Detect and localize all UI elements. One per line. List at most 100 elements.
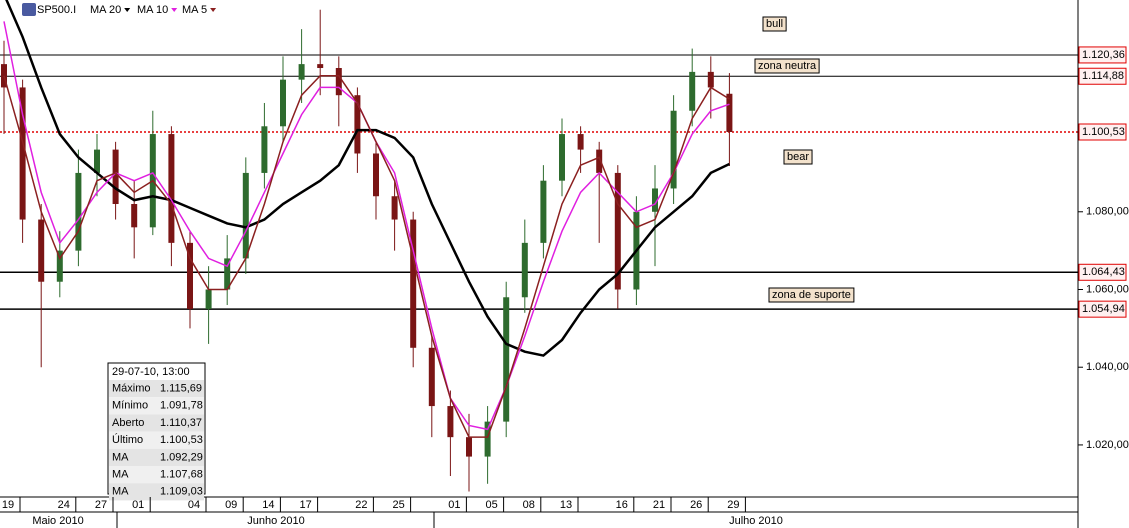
candle-body — [428, 347, 435, 407]
candle-body — [484, 421, 491, 457]
x-tick-label: 01 — [132, 499, 144, 511]
candle-body — [168, 134, 175, 243]
zone-label: bear — [787, 151, 809, 163]
indicator[interactable]: MA 5 — [182, 4, 207, 16]
candle-body — [521, 242, 528, 298]
zone-box — [768, 287, 855, 303]
candle-body — [689, 71, 696, 111]
info-row — [109, 380, 204, 398]
info-title: 29-07-10, 13:00 — [112, 366, 190, 378]
info-value: 1.109,03 — [160, 486, 203, 498]
candle-body — [75, 172, 82, 251]
info-box: 29-07-10, 13:00 Máximo 1.115,69 Mínimo 1.091… — [107, 362, 206, 501]
x-tick-label: 01 — [448, 499, 460, 511]
x-tick-label: 16 — [616, 499, 628, 511]
info-row — [109, 448, 204, 466]
candle-body — [707, 71, 714, 88]
price-tag-label: 1.120,36 — [1082, 49, 1125, 61]
x-tick-label: 13 — [560, 499, 572, 511]
info-value: 1.091,78 — [160, 400, 203, 412]
info-label: Aberto — [112, 417, 144, 429]
info-label: Mínimo — [112, 400, 148, 412]
candle-body — [614, 172, 621, 290]
x-tick-label: 26 — [690, 499, 702, 511]
price-tag-label: 1.100,53 — [1082, 126, 1125, 138]
zone-label: bull — [766, 18, 783, 30]
price-tag — [1078, 123, 1127, 141]
candle-body — [596, 149, 603, 173]
x-tick-label: 19 — [2, 499, 14, 511]
x-tick-label: 17 — [299, 499, 311, 511]
x-tick-label: 09 — [225, 499, 237, 511]
candle-body — [335, 68, 342, 96]
x-tick-label: 04 — [188, 499, 200, 511]
candle-body — [242, 172, 249, 259]
price-tag — [1078, 46, 1127, 64]
x-tick-label: 05 — [485, 499, 497, 511]
candle-body — [187, 242, 193, 309]
indicator[interactable]: MA 20 — [90, 4, 121, 16]
x-tick-label: 21 — [653, 499, 665, 511]
candle-body — [559, 134, 565, 181]
x-tick-label: 27 — [95, 499, 107, 511]
candle-body — [94, 149, 100, 173]
x-tick-label: 24 — [58, 499, 70, 511]
candle-body — [19, 87, 26, 220]
candle-body — [447, 406, 454, 438]
candle-body — [280, 79, 286, 127]
month-label: Julho 2010 — [729, 515, 783, 527]
candle-body — [410, 219, 417, 348]
price-tag — [1078, 300, 1127, 318]
info-label: MA — [112, 451, 129, 463]
candle-body — [354, 95, 361, 154]
candle-body — [726, 93, 733, 133]
candle-body — [317, 64, 324, 69]
ma-line — [5, 0, 730, 357]
candle-body — [131, 204, 138, 228]
dropdown-arrow[interactable] — [124, 8, 131, 12]
info-value: 1.100,53 — [160, 434, 203, 446]
candle-body — [373, 153, 379, 197]
month-label: Maio 2010 — [32, 515, 83, 527]
y-tick-label: 1.020,00 — [1086, 439, 1129, 451]
candle-body — [298, 64, 305, 80]
price-tag-label: 1.114,88 — [1082, 70, 1124, 82]
x-tick-label: 08 — [523, 499, 535, 511]
candle-body — [670, 110, 677, 189]
y-tick-label: 1.040,00 — [1086, 361, 1129, 373]
y-tick-label: 1.060,00 — [1086, 283, 1129, 295]
indicator[interactable]: MA 10 — [137, 4, 168, 16]
candle-body — [261, 126, 268, 173]
price-tag-label: 1.064,43 — [1082, 266, 1125, 278]
candle-body — [56, 250, 63, 282]
info-value: 1.115,69 — [160, 383, 202, 395]
info-row — [109, 414, 204, 432]
info-row — [109, 466, 204, 484]
dropdown-arrow[interactable] — [210, 8, 217, 12]
zone-label: zona neutra — [758, 60, 817, 72]
info-row — [109, 483, 204, 501]
candle-body — [503, 297, 510, 422]
candle-body — [224, 258, 231, 290]
info-label: Máximo — [112, 383, 151, 395]
x-tick-label: 29 — [727, 499, 739, 511]
candle-body — [466, 437, 472, 457]
zone-label: zona de suporte — [772, 289, 851, 301]
symbol[interactable]: SP500.I — [37, 4, 76, 16]
month-label: Junho 2010 — [247, 515, 305, 527]
ma-line — [3, 75, 730, 438]
price-tag — [1078, 263, 1127, 281]
zone-box — [762, 16, 787, 32]
info-row — [109, 397, 204, 415]
symbol-icon[interactable] — [22, 3, 36, 16]
zone-box — [783, 149, 813, 165]
x-tick-label: 14 — [262, 499, 274, 511]
candle-body — [540, 180, 547, 243]
candle-body — [205, 289, 212, 309]
dropdown-arrow[interactable] — [171, 8, 178, 12]
info-label: Último — [112, 433, 143, 446]
candle-body — [652, 188, 658, 212]
toolbar: SP500.I MA 20 MA 10 MA 5 — [22, 3, 217, 16]
x-tick-label: 22 — [355, 499, 367, 511]
